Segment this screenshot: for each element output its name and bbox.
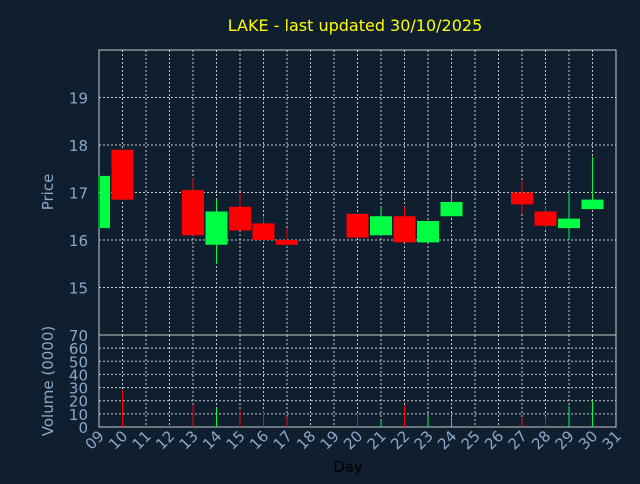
volume-y-tick-label: 50	[69, 353, 88, 371]
candle-body	[346, 213, 369, 238]
candle-day-24	[440, 192, 463, 217]
candle-day-15	[229, 192, 251, 231]
candle-body	[182, 190, 204, 236]
candle-body	[370, 216, 392, 236]
candle-day-30	[581, 156, 604, 210]
volume-y-tick-label: 0	[78, 419, 88, 437]
candle-body	[440, 202, 463, 217]
candle-day-28	[534, 206, 557, 229]
candle-body	[252, 223, 275, 240]
volume-axis-label: Volume (0000)	[39, 326, 57, 436]
x-axis-label: Day	[333, 458, 363, 476]
candle-day-20	[346, 213, 369, 238]
price-y-tick-label: 15	[69, 280, 88, 298]
candle-body	[205, 211, 228, 245]
candle-body	[100, 175, 110, 229]
candle-day-27	[511, 180, 533, 214]
candle-day-14	[205, 199, 228, 264]
candles	[98, 149, 604, 264]
candle-day-29	[558, 192, 580, 240]
chart-title: LAKE - last updated 30/10/2025	[228, 16, 483, 35]
candle-day-10	[111, 149, 134, 200]
volume-y-tick-label: 20	[69, 393, 88, 411]
candle-body	[511, 192, 533, 205]
candle-body	[558, 218, 580, 229]
price-axis-label: Price	[39, 174, 57, 211]
candle-day-16	[252, 216, 275, 240]
price-y-tick-label: 16	[69, 232, 88, 250]
volume-y-tick-label: 40	[69, 366, 88, 384]
candle-body	[581, 199, 604, 210]
candle-body	[534, 211, 557, 226]
candle-body	[276, 240, 298, 245]
candle-body	[111, 149, 134, 200]
candle-day-22	[393, 206, 416, 243]
volume-y-tick-label: 70	[69, 327, 88, 345]
volume-bars	[122, 390, 593, 427]
price-y-tick-labels: 15 16 17 18 19	[69, 90, 88, 298]
price-y-tick-label: 17	[69, 185, 88, 203]
candle-day-21	[370, 206, 392, 236]
volume-y-tick-label: 60	[69, 340, 88, 358]
candle-day-9	[98, 175, 110, 229]
price-y-tick-label: 19	[69, 90, 88, 108]
price-y-tick-label: 18	[69, 137, 88, 155]
candle-day-23	[417, 221, 439, 243]
candle-day-13	[182, 178, 204, 236]
volume-y-tick-label: 10	[69, 406, 88, 424]
volume-y-tick-label: 30	[69, 380, 88, 398]
candle-body	[393, 216, 416, 243]
x-tick-labels: 0910111213141516171819202122232425262728…	[82, 427, 625, 453]
candle-day-17	[276, 228, 298, 245]
candle-body	[417, 221, 439, 243]
price-grid	[99, 50, 616, 335]
candle-body	[229, 206, 251, 231]
